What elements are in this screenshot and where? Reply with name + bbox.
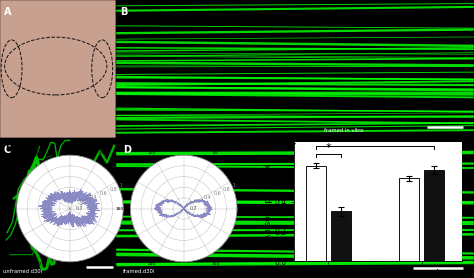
Text: E: E [5, 140, 11, 150]
Text: framed d30i: framed d30i [163, 272, 205, 278]
Text: unframed d30i: unframed d30i [44, 272, 96, 278]
Text: unframed d30i: unframed d30i [3, 269, 43, 274]
Text: framed.d30i: framed.d30i [123, 269, 155, 274]
Y-axis label: Anisotropy Index: Anisotropy Index [264, 163, 273, 240]
Text: *: * [372, 136, 378, 146]
Text: 0.7: 0.7 [76, 206, 83, 211]
Text: *: * [325, 143, 331, 153]
Bar [331, 211, 351, 261]
Text: B: B [120, 7, 127, 17]
Text: F: F [289, 140, 296, 150]
Text: 0.7: 0.7 [190, 206, 197, 211]
Bar [306, 166, 326, 261]
Bar [424, 170, 444, 261]
Text: D: D [123, 145, 131, 155]
Text: C: C [3, 145, 11, 155]
Text: A: A [3, 7, 11, 17]
Bar [399, 178, 419, 261]
Text: framed in vitro: framed in vitro [324, 128, 363, 133]
